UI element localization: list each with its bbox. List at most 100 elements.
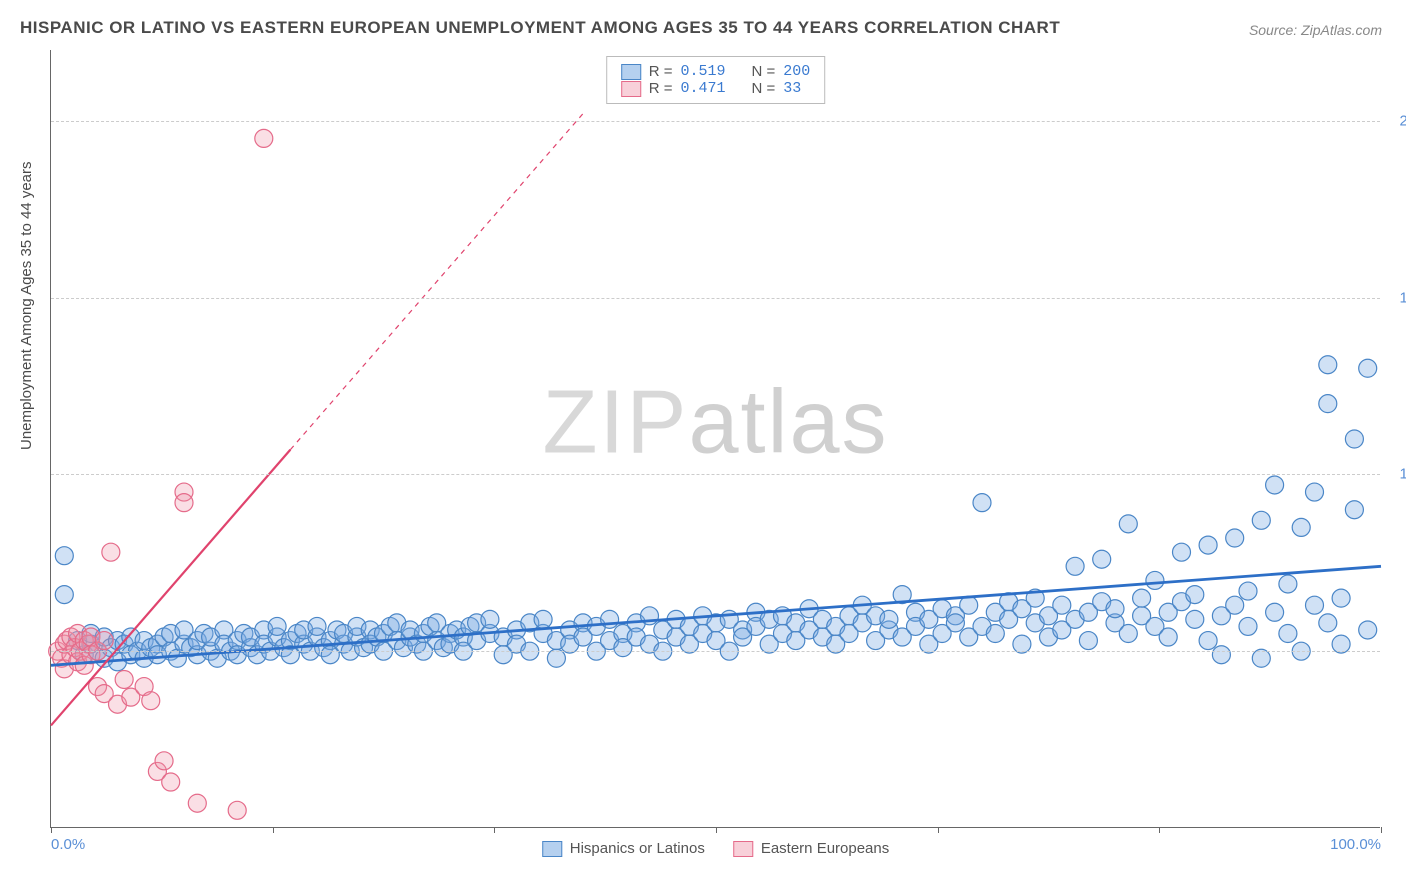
data-point [1319,395,1337,413]
data-point [155,752,173,770]
data-point [1319,614,1337,632]
n-label: N = [752,63,776,80]
chart-title: HISPANIC OR LATINO VS EASTERN EUROPEAN U… [20,18,1060,38]
data-point [255,129,273,147]
data-point [1079,632,1097,650]
data-point [880,610,898,628]
gridline [51,474,1380,475]
gridline [51,121,1380,122]
data-point [1319,356,1337,374]
data-point [142,692,160,710]
r-label: R = [649,63,673,80]
legend-correlation: R = 0.519 N = 200 R = 0.471 N = 33 [606,56,826,104]
data-point [1359,359,1377,377]
data-point [95,632,113,650]
gridline [51,651,1380,652]
x-tick-mark [494,827,495,833]
data-point [188,794,206,812]
data-point [946,614,964,632]
legend-label: Hispanics or Latinos [570,840,705,857]
x-tick-mark [51,827,52,833]
data-point [1239,582,1257,600]
data-point [1332,589,1350,607]
data-point [1186,610,1204,628]
data-point [1345,501,1363,519]
legend-row: R = 0.519 N = 200 [621,63,811,80]
data-point [973,494,991,512]
legend-item: Eastern Europeans [733,840,889,857]
chart-svg [51,50,1380,827]
legend-label: Eastern Europeans [761,840,889,857]
data-point [534,610,552,628]
data-point [1212,646,1230,664]
r-label: R = [649,80,673,97]
data-point [268,617,286,635]
x-tick-label: 0.0% [51,836,85,853]
data-point [1159,628,1177,646]
x-tick-mark [716,827,717,833]
data-point [1199,632,1217,650]
data-point [1226,596,1244,614]
x-tick-mark [1381,827,1382,833]
gridline [51,298,1380,299]
y-tick-label: 15.0% [1399,289,1406,306]
data-point [1199,536,1217,554]
legend-swatch [621,81,641,97]
data-point [1359,621,1377,639]
data-point [228,801,246,819]
n-label: N = [752,80,776,97]
data-point [1173,543,1191,561]
trend-line [51,450,290,726]
x-tick-mark [273,827,274,833]
legend-swatch [733,841,753,857]
n-value: 200 [783,63,810,80]
legend-item: Hispanics or Latinos [542,840,705,857]
data-point [55,586,73,604]
plot-area: ZIPatlas R =0.519N =200R =0.471N = 33 Hi… [50,50,1380,828]
data-point [1292,518,1310,536]
x-tick-label: 100.0% [1330,836,1381,853]
data-point [1266,603,1284,621]
data-point [1266,476,1284,494]
n-value: 33 [783,80,801,97]
data-point [1279,625,1297,643]
source-attribution: Source: ZipAtlas.com [1249,22,1382,38]
data-point [1306,596,1324,614]
data-point [1226,529,1244,547]
data-point [601,610,619,628]
x-tick-mark [1159,827,1160,833]
data-point [1133,589,1151,607]
data-point [115,670,133,688]
data-point [1239,617,1257,635]
r-value: 0.471 [680,80,725,97]
data-point [1093,550,1111,568]
data-point [1252,511,1270,529]
data-point [102,543,120,561]
trend-line-extrapolated [290,114,583,450]
data-point [986,625,1004,643]
data-point [308,617,326,635]
legend-swatch [542,841,562,857]
r-value: 0.519 [680,63,725,80]
data-point [1306,483,1324,501]
data-point [55,547,73,565]
data-point [1119,625,1137,643]
y-tick-label: 10.0% [1399,466,1406,483]
data-point [1345,430,1363,448]
data-point [1066,557,1084,575]
y-tick-label: 20.0% [1399,112,1406,129]
data-point [481,610,499,628]
y-axis-label: Unemployment Among Ages 35 to 44 years [18,161,35,450]
legend-swatch [621,64,641,80]
data-point [162,773,180,791]
data-point [1279,575,1297,593]
data-point [1106,600,1124,618]
x-tick-mark [938,827,939,833]
data-point [1053,596,1071,614]
data-point [960,596,978,614]
data-point [1186,586,1204,604]
legend-series: Hispanics or Latinos Eastern Europeans [542,840,890,857]
legend-row: R = 0.471 N = 33 [621,80,811,97]
data-point [175,494,193,512]
data-point [1146,571,1164,589]
